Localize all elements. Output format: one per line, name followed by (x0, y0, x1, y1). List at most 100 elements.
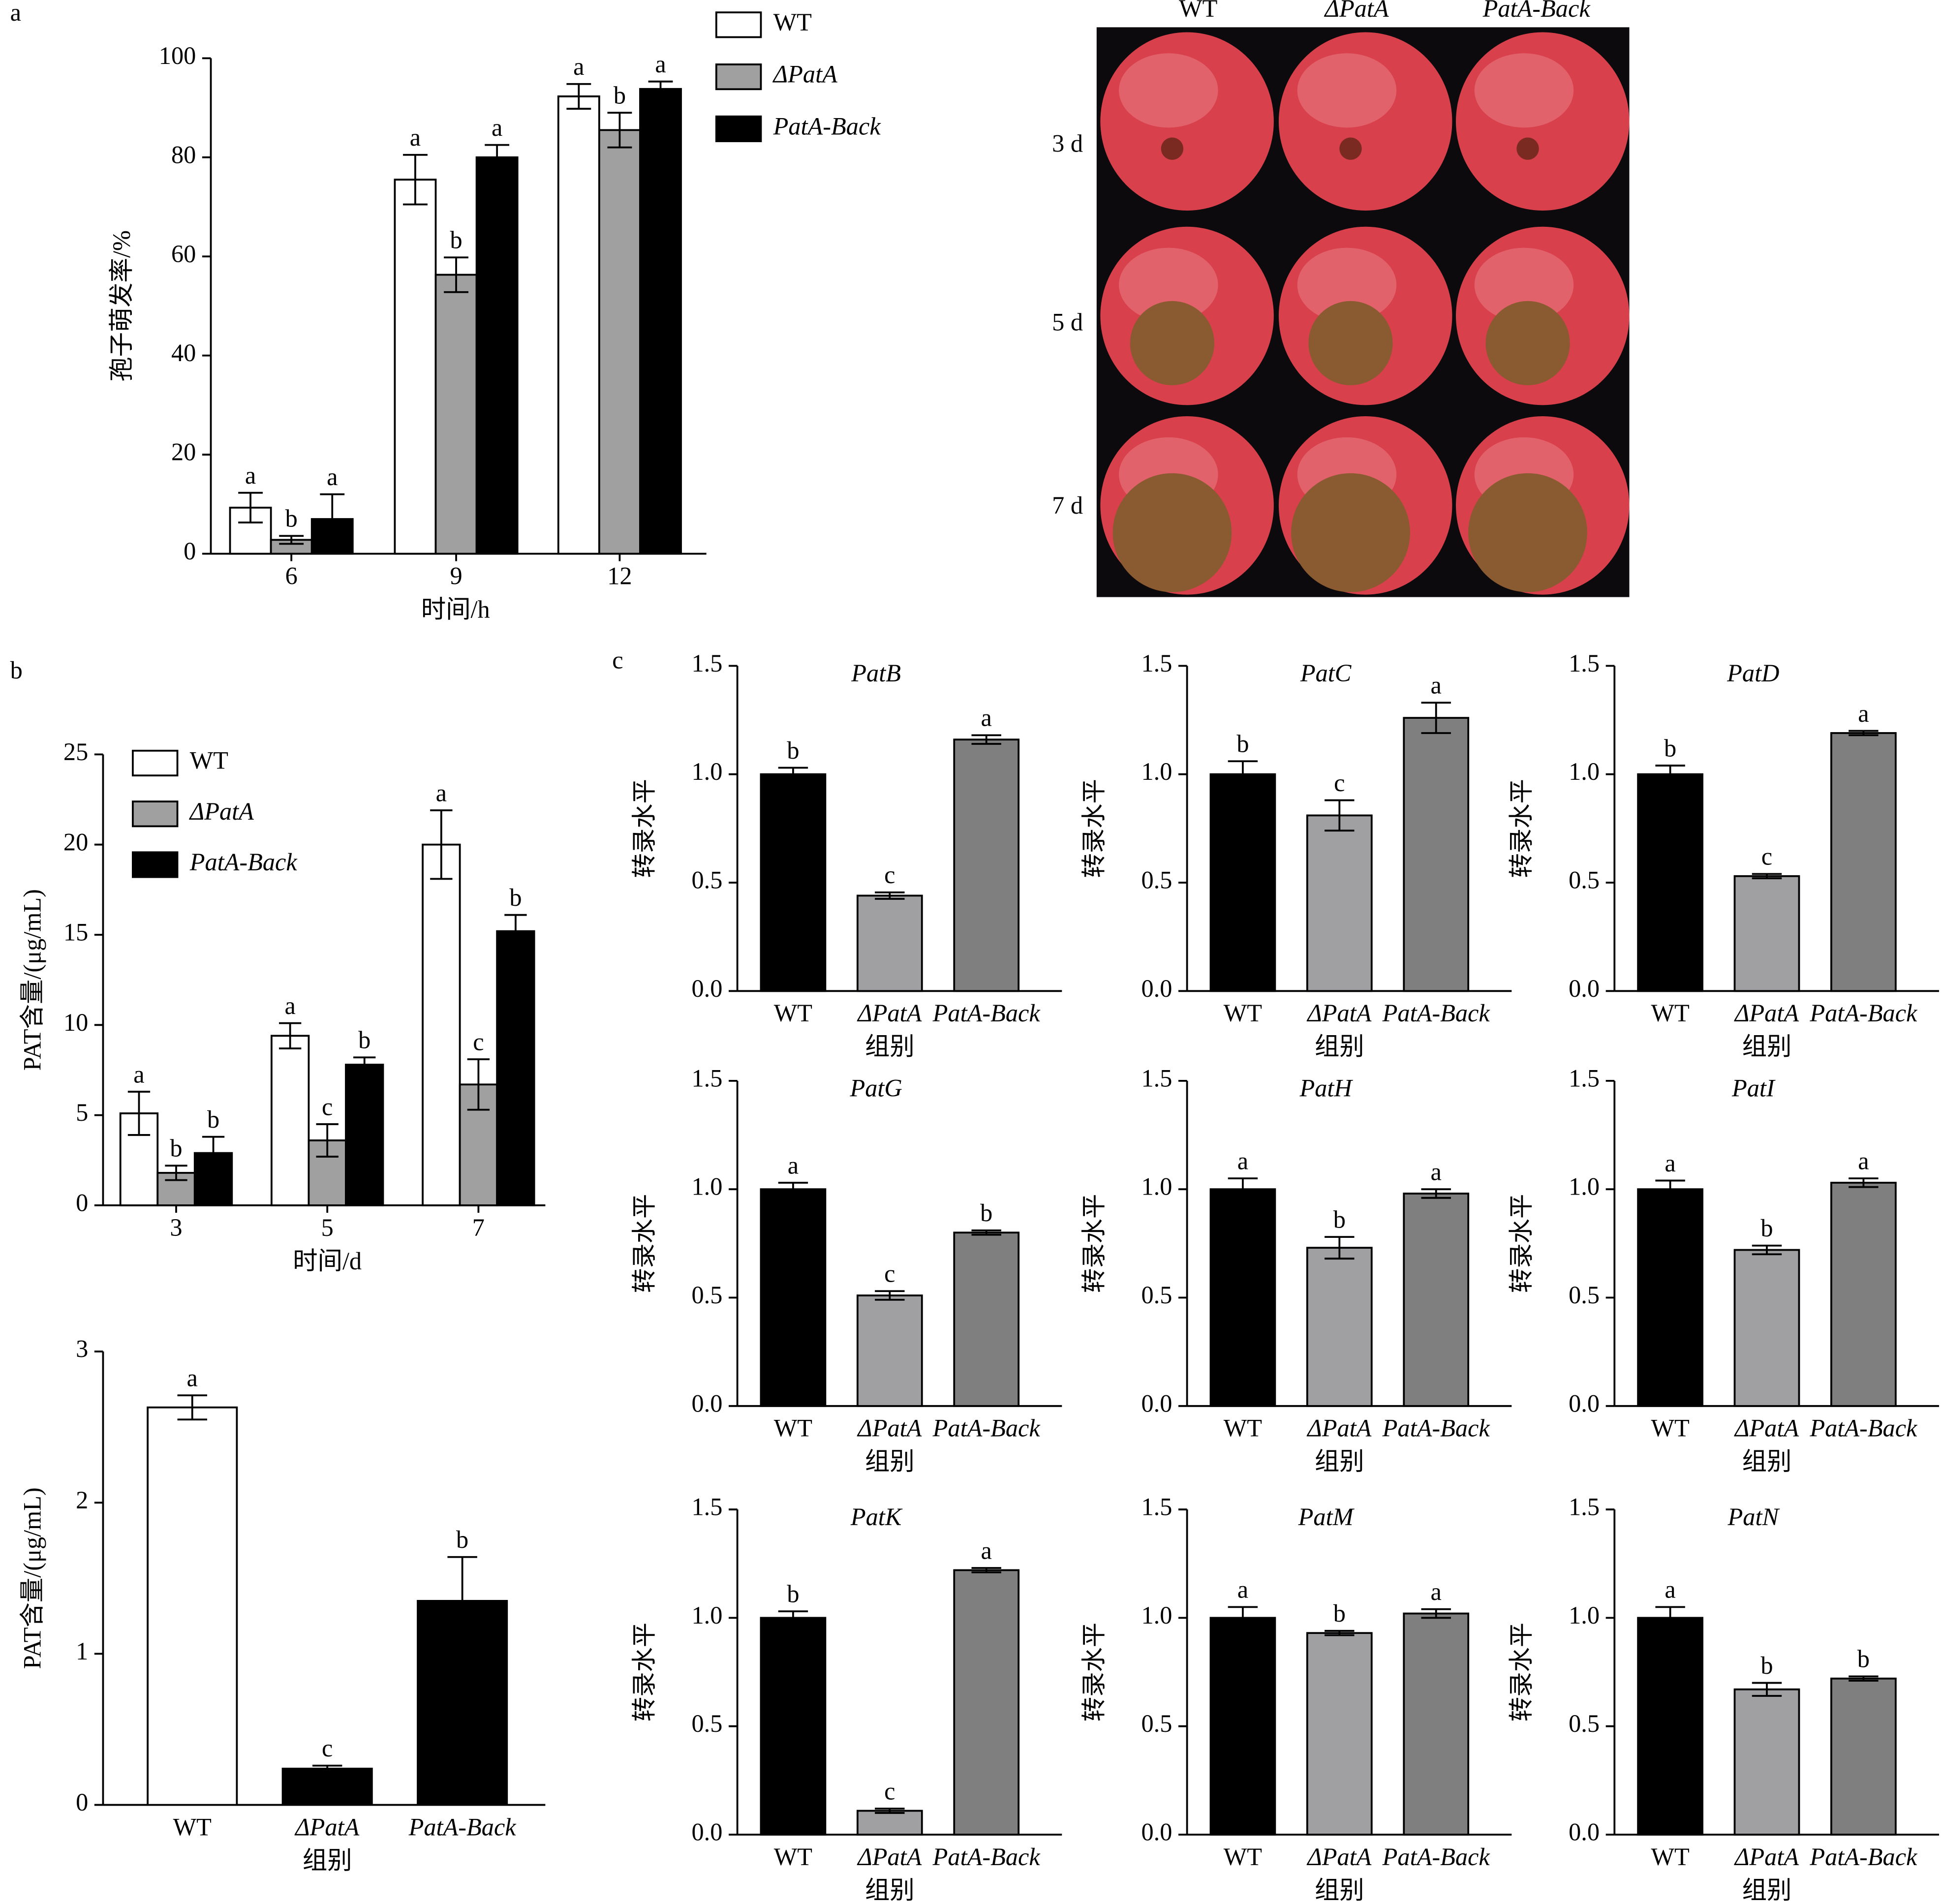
significance-letter: b (456, 1526, 468, 1553)
y-tick-label: 1.5 (691, 649, 722, 677)
y-tick-label: 0.5 (691, 866, 722, 894)
y-axis-label: 转录水平 (1080, 779, 1108, 878)
y-tick-label: 1.5 (1141, 1493, 1172, 1521)
significance-letter: a (1431, 1158, 1442, 1186)
significance-letter: a (1665, 1576, 1675, 1603)
bar (1209, 773, 1276, 992)
y-tick-label: 0.5 (691, 1710, 722, 1737)
error-bar (1849, 1675, 1879, 1682)
y-tick-label: 25 (63, 738, 88, 766)
lesion (1161, 137, 1184, 160)
legend-label: ΔPatA (772, 61, 837, 88)
error-bar (607, 112, 632, 149)
lesion (1485, 301, 1570, 386)
y-tick-label: 1.0 (691, 1601, 722, 1629)
lesion (1130, 301, 1215, 386)
significance-letter: b (285, 505, 298, 532)
x-tick-label: PatA-Back (1382, 1843, 1491, 1871)
bar (1306, 1632, 1373, 1836)
legend-swatch (715, 11, 762, 38)
x-tick-label: PatA-Back (932, 999, 1041, 1027)
error-bar (1752, 873, 1782, 880)
bar (1637, 1617, 1703, 1836)
bar (1209, 1188, 1276, 1407)
error-bar (875, 891, 905, 900)
significance-letter: c (473, 1028, 484, 1055)
x-tick-label: WT (1224, 1843, 1262, 1871)
significance-letter: a (1431, 1578, 1442, 1605)
y-axis-label: 转录水平 (1508, 779, 1535, 878)
error-bar (320, 493, 345, 545)
legend-label: WT (773, 8, 812, 36)
apple-highlight (1297, 53, 1397, 128)
x-tick-label: PatA-Back (932, 1414, 1041, 1442)
lesion (1339, 137, 1362, 160)
y-tick-label: 0.5 (1569, 1710, 1600, 1737)
photo-column-label: WT (1179, 0, 1217, 22)
x-tick-label: PatA-Back (932, 1843, 1041, 1871)
y-tick-label: 0.0 (1569, 975, 1600, 1002)
x-tick-label: PatA-Back (408, 1813, 517, 1841)
panel-label: b (10, 656, 23, 684)
y-tick-label: 1.5 (1569, 1493, 1600, 1521)
chart-title: PatG (849, 1075, 902, 1102)
bar (394, 179, 437, 555)
y-tick-label: 0 (184, 537, 196, 565)
bar (760, 773, 827, 992)
y-tick-label: 80 (171, 141, 196, 168)
error-bar (1228, 1177, 1258, 1201)
y-tick-label: 0.5 (691, 1281, 722, 1309)
significance-letter: b (207, 1106, 219, 1133)
bar (271, 1035, 310, 1206)
bar (1733, 1688, 1800, 1836)
significance-letter: c (884, 1260, 895, 1288)
x-axis-label: 组别 (303, 1846, 352, 1874)
y-tick-label: 0.0 (1141, 1389, 1172, 1417)
bar (856, 1810, 923, 1836)
x-tick-label: WT (1651, 1843, 1689, 1871)
significance-letter: a (981, 1536, 992, 1564)
y-axis-label: PAT含量/(μg/mL) (19, 889, 46, 1071)
x-tick-label: PatA-Back (1809, 1414, 1918, 1442)
bar (1209, 1617, 1276, 1836)
x-tick-label: ΔPatA (1306, 1843, 1371, 1871)
significance-letter: a (981, 704, 992, 732)
x-axis-label: 组别 (865, 1448, 915, 1475)
y-tick-label: 0.5 (1141, 866, 1172, 894)
error-bar (316, 1123, 339, 1158)
error-bar (1849, 1177, 1879, 1188)
x-tick-label: WT (1651, 1414, 1689, 1442)
x-axis-label: 组别 (1742, 1033, 1792, 1060)
error-bar (566, 83, 591, 110)
error-bar (1752, 1244, 1782, 1256)
error-bar (127, 1091, 151, 1136)
bar (496, 930, 535, 1206)
error-bar (778, 1182, 808, 1197)
error-bar (648, 80, 673, 97)
error-bar (778, 1610, 808, 1626)
error-bar (238, 491, 263, 523)
significance-letter: a (1237, 1576, 1248, 1603)
bar (953, 1569, 1020, 1836)
error-bar (278, 1022, 302, 1049)
y-tick-label: 0.5 (1141, 1281, 1172, 1309)
significance-letter: a (410, 123, 421, 151)
significance-letter: b (170, 1135, 182, 1162)
significance-letter: a (1431, 672, 1442, 699)
y-tick-label: 0 (76, 1189, 88, 1216)
x-axis-label: 时间/h (421, 595, 490, 623)
significance-letter: a (1237, 1147, 1248, 1174)
x-tick-label: ΔPatA (857, 1843, 922, 1871)
chart-title: PatH (1299, 1075, 1353, 1102)
y-tick-label: 1.5 (691, 1493, 722, 1521)
error-bar (312, 1764, 342, 1773)
significance-letter: a (788, 1151, 799, 1179)
y-tick-label: 1.0 (1569, 1173, 1600, 1200)
significance-letter: a (1665, 1149, 1675, 1177)
y-tick-label: 0.0 (691, 1818, 722, 1846)
significance-letter: b (450, 226, 462, 254)
significance-letter: c (1334, 769, 1345, 797)
error-bar (1421, 1608, 1451, 1619)
y-tick-label: 0.5 (1569, 1281, 1600, 1309)
x-tick-label: WT (173, 1813, 212, 1841)
